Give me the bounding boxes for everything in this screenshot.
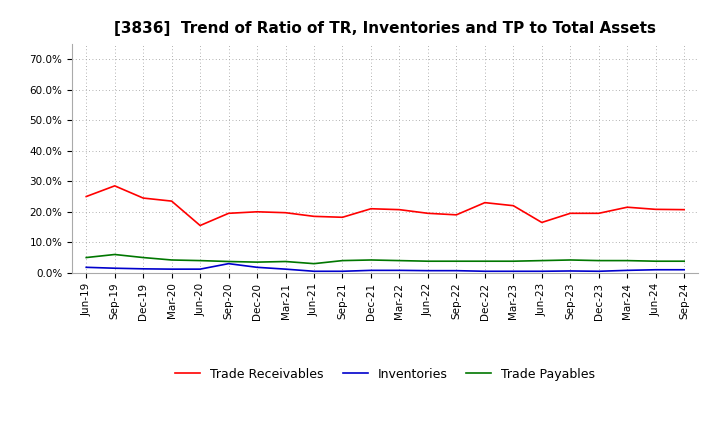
Trade Payables (310, 261, 318, 266)
Trade Payables (82, 255, 91, 260)
Inventories (566, 268, 575, 274)
Trade Receivables (167, 198, 176, 204)
Inventories (423, 268, 432, 273)
Line: Inventories: Inventories (86, 264, 684, 271)
Trade Receivables (395, 207, 404, 212)
Inventories (110, 266, 119, 271)
Legend: Trade Receivables, Inventories, Trade Payables: Trade Receivables, Inventories, Trade Pa… (170, 363, 600, 385)
Inventories (509, 269, 518, 274)
Inventories (452, 268, 461, 273)
Trade Payables (338, 258, 347, 263)
Trade Payables (225, 259, 233, 264)
Inventories (652, 267, 660, 272)
Trade Payables (167, 257, 176, 263)
Inventories (225, 261, 233, 266)
Trade Payables (366, 257, 375, 263)
Inventories (282, 267, 290, 272)
Trade Receivables (196, 223, 204, 228)
Trade Receivables (253, 209, 261, 214)
Inventories (680, 267, 688, 272)
Trade Receivables (139, 195, 148, 201)
Trade Receivables (623, 205, 631, 210)
Inventories (338, 269, 347, 274)
Inventories (196, 267, 204, 272)
Trade Receivables (110, 183, 119, 188)
Trade Payables (423, 259, 432, 264)
Trade Receivables (310, 214, 318, 219)
Trade Payables (537, 258, 546, 263)
Trade Payables (395, 258, 404, 263)
Trade Payables (253, 260, 261, 265)
Trade Receivables (680, 207, 688, 212)
Trade Payables (566, 257, 575, 263)
Trade Receivables (537, 220, 546, 225)
Trade Payables (480, 259, 489, 264)
Inventories (310, 269, 318, 274)
Trade Payables (139, 255, 148, 260)
Trade Payables (196, 258, 204, 263)
Line: Trade Receivables: Trade Receivables (86, 186, 684, 226)
Trade Payables (680, 259, 688, 264)
Trade Payables (282, 259, 290, 264)
Trade Receivables (282, 210, 290, 215)
Trade Receivables (480, 200, 489, 205)
Trade Receivables (652, 207, 660, 212)
Inventories (480, 269, 489, 274)
Inventories (366, 268, 375, 273)
Inventories (139, 266, 148, 271)
Trade Payables (652, 259, 660, 264)
Trade Receivables (225, 211, 233, 216)
Trade Receivables (509, 203, 518, 208)
Trade Receivables (366, 206, 375, 211)
Trade Receivables (595, 211, 603, 216)
Inventories (82, 265, 91, 270)
Trade Payables (595, 258, 603, 263)
Inventories (253, 265, 261, 270)
Title: [3836]  Trend of Ratio of TR, Inventories and TP to Total Assets: [3836] Trend of Ratio of TR, Inventories… (114, 21, 656, 36)
Inventories (167, 267, 176, 272)
Trade Payables (509, 259, 518, 264)
Trade Receivables (423, 211, 432, 216)
Inventories (595, 269, 603, 274)
Inventories (623, 268, 631, 273)
Trade Payables (623, 258, 631, 263)
Inventories (395, 268, 404, 273)
Line: Trade Payables: Trade Payables (86, 254, 684, 264)
Trade Receivables (566, 211, 575, 216)
Trade Payables (452, 259, 461, 264)
Trade Receivables (82, 194, 91, 199)
Trade Payables (110, 252, 119, 257)
Trade Receivables (452, 212, 461, 217)
Trade Receivables (338, 215, 347, 220)
Inventories (537, 269, 546, 274)
